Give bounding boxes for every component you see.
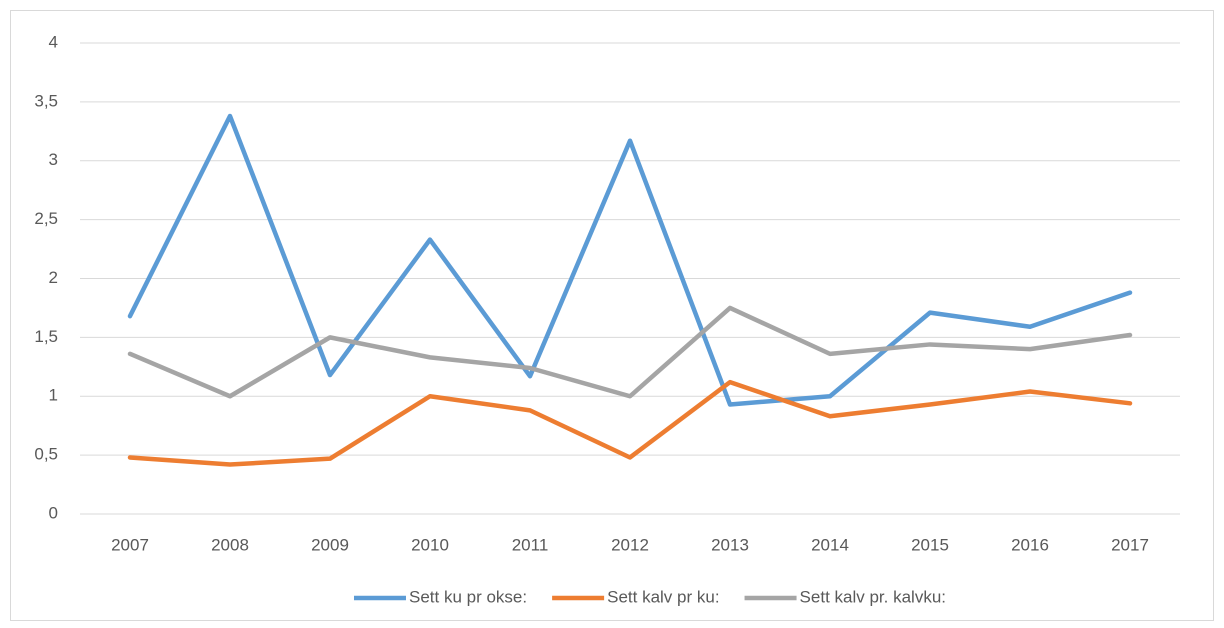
y-tick-label: 1 [49, 386, 58, 405]
x-tick-label: 2007 [111, 535, 149, 554]
series-line [127, 305, 1133, 399]
legend-label: Sett kalv pr ku: [607, 587, 719, 606]
y-tick-label: 3,5 [34, 91, 58, 110]
series-line [127, 113, 1133, 407]
x-tick-label: 2008 [211, 535, 249, 554]
x-tick-label: 2014 [811, 535, 849, 554]
x-tick-label: 2017 [1111, 535, 1149, 554]
legend-label: Sett kalv pr. kalvku: [800, 587, 946, 606]
chart-frame [10, 10, 1214, 621]
x-tick-label: 2011 [512, 535, 549, 554]
x-tick-label: 2013 [711, 535, 749, 554]
x-tick-label: 2010 [411, 535, 449, 554]
legend-label: Sett ku pr okse: [409, 587, 527, 606]
x-tick-label: 2015 [911, 535, 949, 554]
y-tick-label: 4 [49, 32, 58, 51]
x-tick-label: 2012 [611, 535, 649, 554]
y-tick-label: 0,5 [34, 445, 58, 464]
y-tick-label: 2,5 [34, 209, 58, 228]
y-tick-label: 3 [49, 150, 58, 169]
x-tick-label: 2016 [1011, 535, 1049, 554]
y-tick-label: 0 [49, 503, 58, 522]
series-line [127, 379, 1133, 467]
y-tick-label: 1,5 [34, 327, 58, 346]
x-tick-label: 2009 [311, 535, 349, 554]
y-tick-label: 2 [49, 268, 58, 287]
